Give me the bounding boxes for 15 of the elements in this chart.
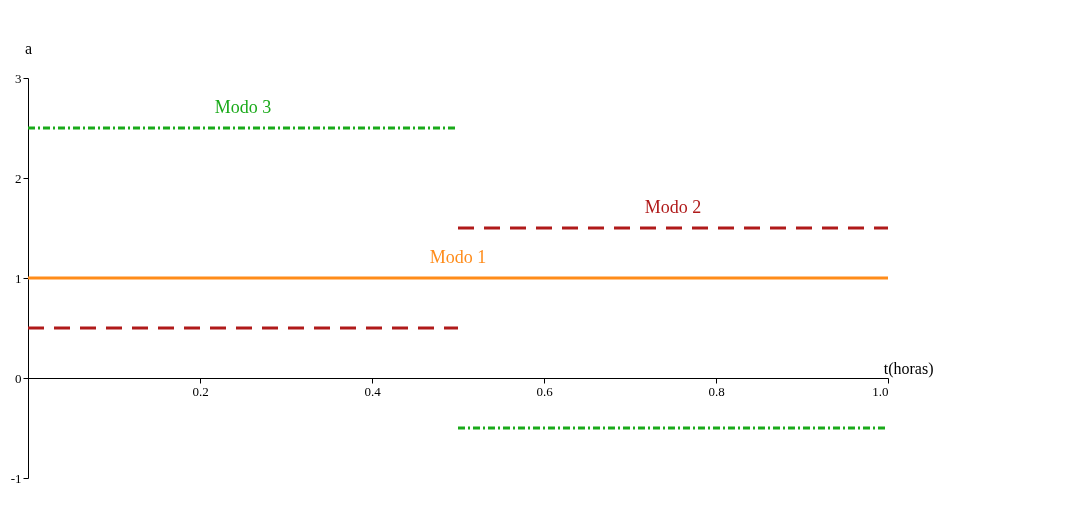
y-tick-label: -1 <box>10 470 22 486</box>
x-axis-title: t(horas) <box>883 359 934 378</box>
x-tick-label: 0.8 <box>708 383 725 399</box>
y-tick-label: 0 <box>15 370 22 386</box>
series-label: Modo 1 <box>429 247 487 267</box>
x-tick-label: 1.0 <box>872 383 889 399</box>
x-tick-label: 0.6 <box>536 383 554 399</box>
x-tick-label: 0.2 <box>192 383 209 399</box>
y-axis-title: a <box>24 39 33 57</box>
y-tick-label: 2 <box>15 170 22 186</box>
x-tick-label: 0.4 <box>364 383 382 399</box>
y-tick-label: 3 <box>15 70 22 86</box>
series-label: Modo 3 <box>214 97 272 117</box>
series-label: Modo 2 <box>644 197 702 217</box>
y-tick-label: 1 <box>15 270 22 286</box>
